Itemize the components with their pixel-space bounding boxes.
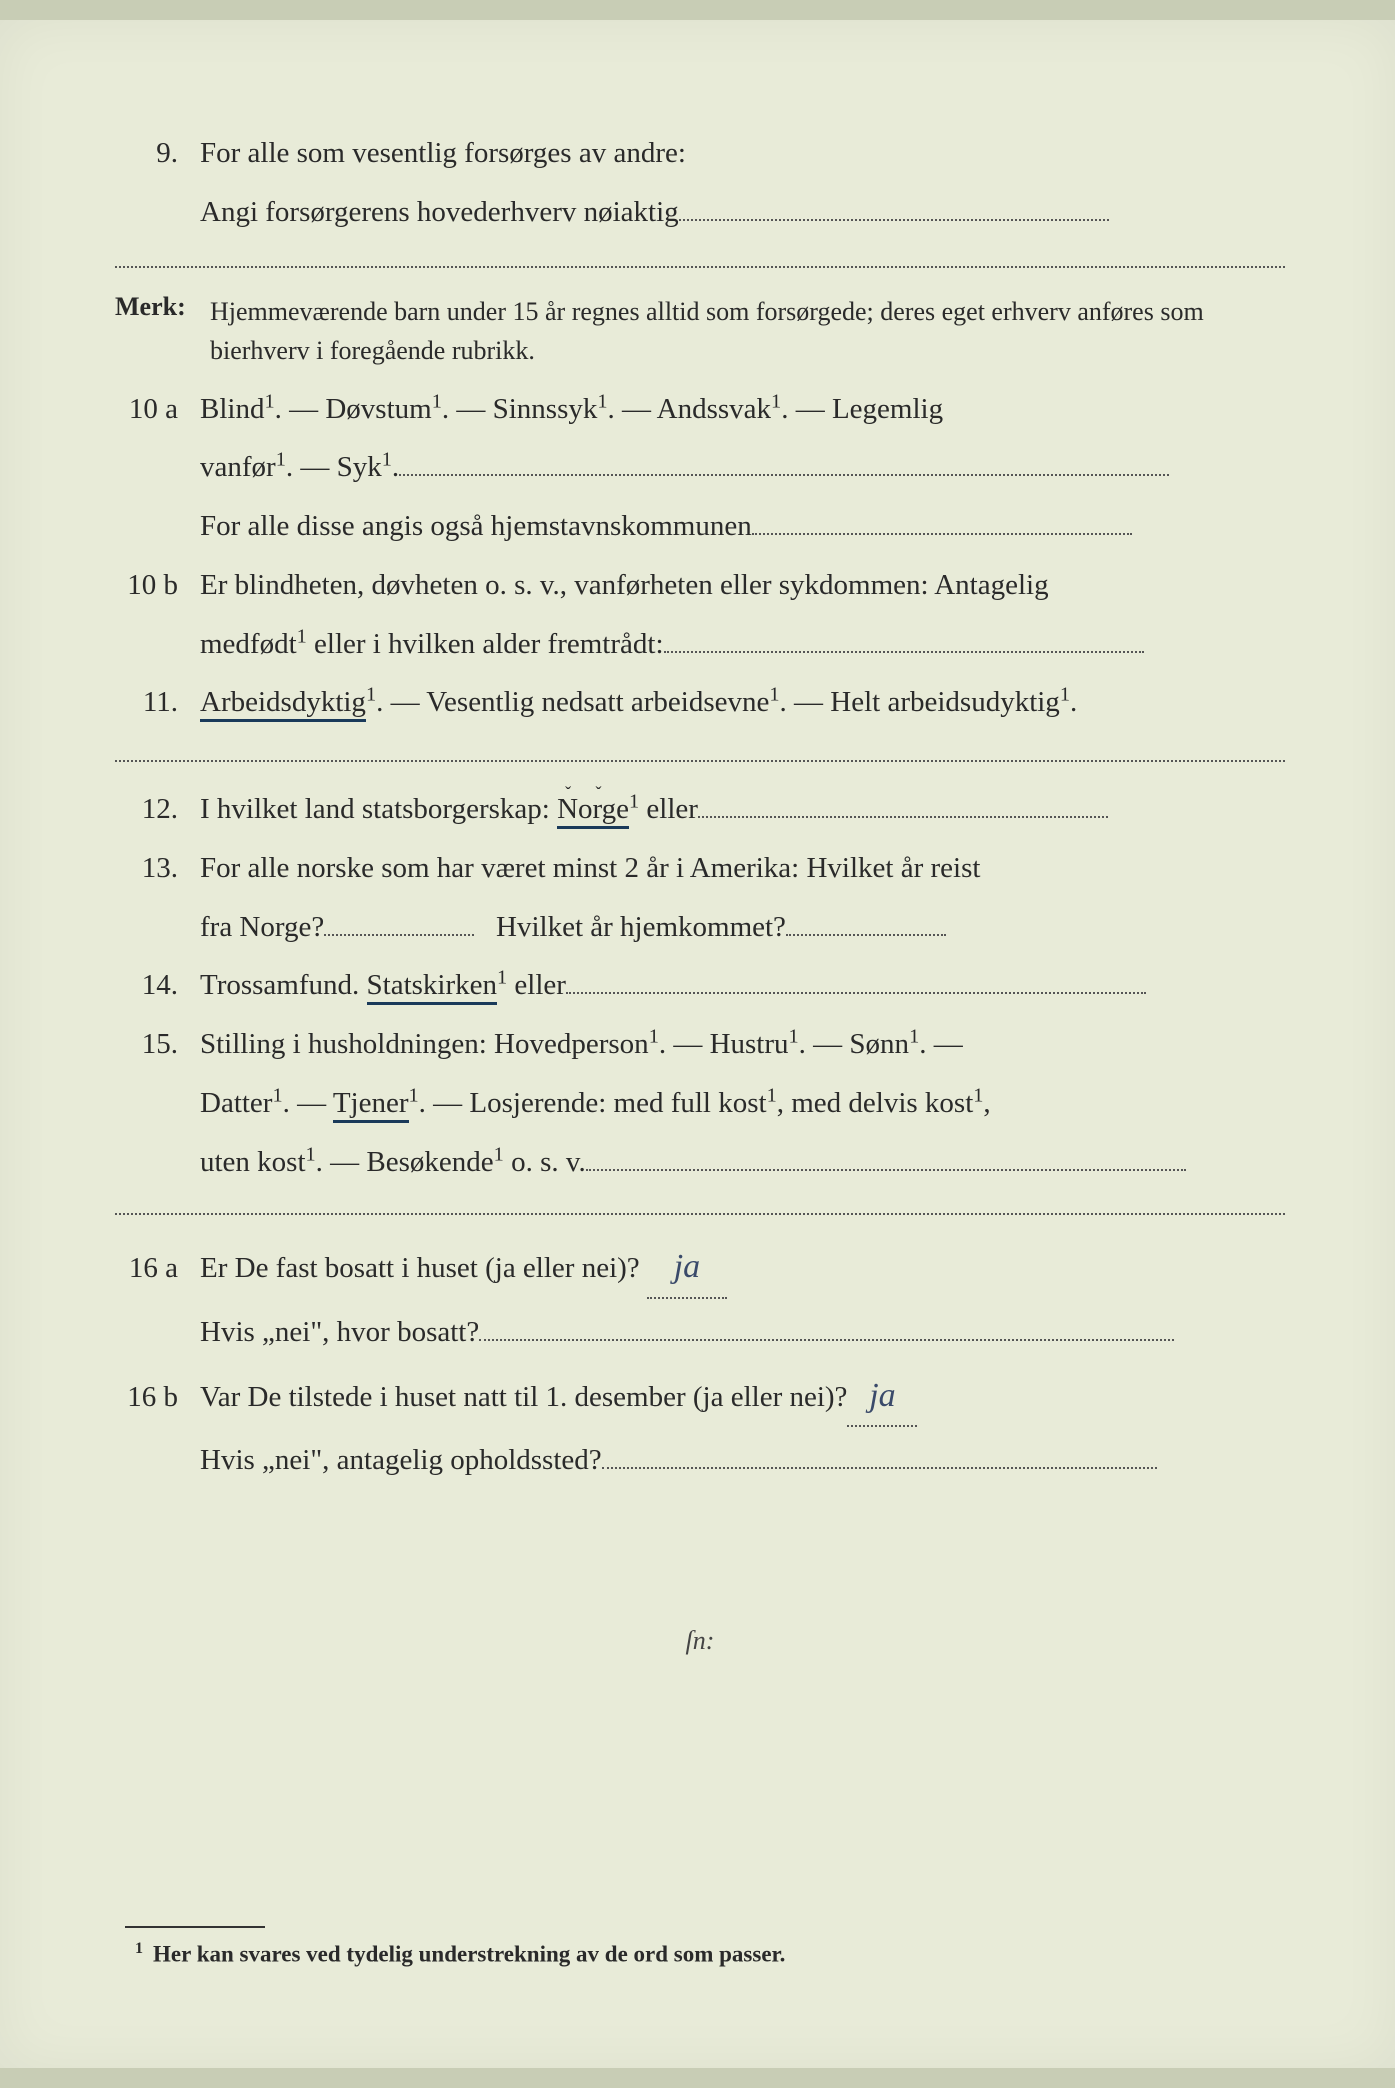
q14-row: 14. Trossamfund. Statskirken1 eller <box>115 960 1285 1011</box>
separator-2 <box>115 760 1285 762</box>
census-form-page: 9. For alle som vesentlig forsørges av a… <box>0 20 1395 2068</box>
q9-line2-text: Angi forsørgerens hovederhverv nøiaktig <box>200 196 679 228</box>
merk-label: Merk: <box>115 292 210 370</box>
q16a-answer: ja <box>669 1248 705 1285</box>
q10a-blank1[interactable] <box>399 474 1169 476</box>
q15-row2: Datter1. — Tjener1. — Losjerende: med fu… <box>115 1078 1285 1129</box>
separator-3 <box>115 1213 1285 1215</box>
q13-blank2[interactable] <box>786 934 946 936</box>
q12-text: I hvilket land statsborgerskap: ˇ ˇNorge… <box>200 784 1285 835</box>
q9-line1: For alle som vesentlig forsørges av andr… <box>200 128 1285 179</box>
merk-row: Merk: Hjemmeværende barn under 15 år reg… <box>115 292 1285 370</box>
footnote-num: 1 <box>135 1940 143 1957</box>
q13-line1: For alle norske som har været minst 2 år… <box>200 843 1285 894</box>
q10b-row2: medfødt1 eller i hvilken alder fremtrådt… <box>115 619 1285 670</box>
q9-blank[interactable] <box>679 219 1109 221</box>
q16b-answer: ja <box>864 1377 900 1414</box>
q10a-row3: For alle disse angis også hjemstavnskomm… <box>115 501 1285 552</box>
q10a-line1: Blind1. — Døvstum1. — Sinnssyk1. — Andss… <box>200 384 1285 435</box>
q14-underlined: Statskirken <box>367 969 498 1005</box>
q16b-blank[interactable] <box>602 1467 1157 1469</box>
q9-line2: Angi forsørgerens hovederhverv nøiaktig <box>200 187 1285 238</box>
q10a-line2: vanfør1. — Syk1. <box>200 442 1285 493</box>
q16b-number: 16 b <box>115 1381 200 1414</box>
q15-row3: uten kost1. — Besøkende1 o. s. v. <box>115 1137 1285 1188</box>
q15-line3: uten kost1. — Besøkende1 o. s. v. <box>200 1137 1285 1188</box>
footnote: 1 Her kan svares ved tydelig understrekni… <box>135 1940 1285 1968</box>
q10a-row2: vanfør1. — Syk1. <box>115 442 1285 493</box>
q16a-row2: Hvis „nei", hvor bosatt? <box>115 1307 1285 1358</box>
q10b-number: 10 b <box>115 569 200 602</box>
q16b-line2: Hvis „nei", antagelig opholdssted? <box>200 1435 1285 1486</box>
q9-row2: Angi forsørgerens hovederhverv nøiaktig <box>115 187 1285 238</box>
q10a-line3: For alle disse angis også hjemstavnskomm… <box>200 501 1285 552</box>
q16b-line1: Var De tilstede i huset natt til 1. dese… <box>200 1366 1285 1428</box>
q13-line2: fra Norge? Hvilket år hjemkommet? <box>200 902 1285 953</box>
q14-number: 14. <box>115 969 200 1002</box>
q10b-line1: Er blindheten, døvheten o. s. v., vanfør… <box>200 560 1285 611</box>
q13-number: 13. <box>115 852 200 885</box>
q15-line2: Datter1. — Tjener1. — Losjerende: med fu… <box>200 1078 1285 1129</box>
q16a-blank[interactable] <box>479 1339 1174 1341</box>
q16a-number: 16 a <box>115 1252 200 1285</box>
q16b-row1: 16 b Var De tilstede i huset natt til 1.… <box>115 1366 1285 1428</box>
q15-tjener: Tjener <box>333 1087 409 1123</box>
q13-row1: 13. For alle norske som har været minst … <box>115 843 1285 894</box>
q15-number: 15. <box>115 1028 200 1061</box>
q16b-row2: Hvis „nei", antagelig opholdssted? <box>115 1435 1285 1486</box>
q10a-row1: 10 a Blind1. — Døvstum1. — Sinnssyk1. — … <box>115 384 1285 435</box>
q16b-answer-field[interactable]: ja <box>847 1366 917 1428</box>
q16a-line1: Er De fast bosatt i huset (ja eller nei)… <box>200 1237 1285 1299</box>
q10b-blank[interactable] <box>664 651 1144 653</box>
q10a-blank2[interactable] <box>752 533 1132 535</box>
footnote-text: Her kan svares ved tydelig understreknin… <box>153 1941 785 1966</box>
q9-row1: 9. For alle som vesentlig forsørges av a… <box>115 128 1285 179</box>
q11-underlined: Arbeidsdyktig <box>200 686 366 722</box>
separator-1 <box>115 266 1285 268</box>
merk-text: Hjemmeværende barn under 15 år regnes al… <box>210 292 1285 370</box>
q10b-row1: 10 b Er blindheten, døvheten o. s. v., v… <box>115 560 1285 611</box>
tick-marks: ˇ ˇ <box>565 778 612 810</box>
q15-line1: Stilling i husholdningen: Hovedperson1. … <box>200 1019 1285 1070</box>
q12-blank[interactable] <box>698 816 1108 818</box>
q16a-answer-field[interactable]: ja <box>647 1237 727 1299</box>
footer-rule <box>125 1926 265 1928</box>
q11-number: 11. <box>115 686 200 719</box>
q13-row2: fra Norge? Hvilket år hjemkommet? <box>115 902 1285 953</box>
q10a-number: 10 a <box>115 393 200 426</box>
q14-text: Trossamfund. Statskirken1 eller <box>200 960 1285 1011</box>
q13-blank1[interactable] <box>324 934 474 936</box>
q11-row: 11. Arbeidsdyktig1. — Vesentlig nedsatt … <box>115 677 1285 728</box>
scribble-mark: ſn: <box>115 1626 1285 1656</box>
q12-row: 12. I hvilket land statsborgerskap: ˇ ˇN… <box>115 784 1285 835</box>
q11-text: Arbeidsdyktig1. — Vesentlig nedsatt arbe… <box>200 677 1285 728</box>
q15-blank[interactable] <box>586 1169 1186 1171</box>
q10b-line2: medfødt1 eller i hvilken alder fremtrådt… <box>200 619 1285 670</box>
q16a-row1: 16 a Er De fast bosatt i huset (ja eller… <box>115 1237 1285 1299</box>
q14-blank[interactable] <box>566 992 1146 994</box>
q16a-line2: Hvis „nei", hvor bosatt? <box>200 1307 1285 1358</box>
q15-row1: 15. Stilling i husholdningen: Hovedperso… <box>115 1019 1285 1070</box>
q12-number: 12. <box>115 793 200 826</box>
q9-number: 9. <box>115 137 200 170</box>
